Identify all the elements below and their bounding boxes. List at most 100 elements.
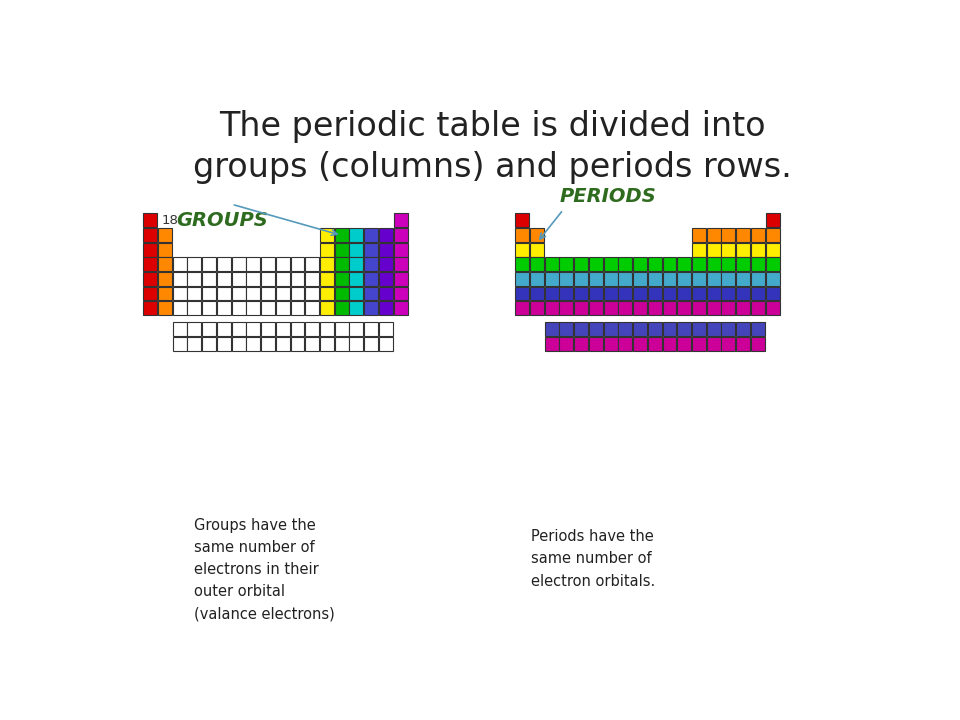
Bar (261, 322, 275, 336)
Bar (291, 337, 304, 351)
Bar (692, 287, 706, 300)
Bar (721, 287, 735, 300)
Bar (516, 213, 529, 228)
Bar (692, 257, 706, 271)
Bar (261, 257, 275, 271)
Bar (721, 337, 735, 351)
Bar (320, 301, 334, 315)
Bar (394, 287, 408, 300)
Bar (736, 272, 750, 286)
Bar (247, 301, 260, 315)
Bar (349, 243, 363, 256)
Bar (305, 301, 319, 315)
Bar (231, 337, 246, 351)
Bar (143, 243, 157, 256)
Bar (364, 322, 378, 336)
Bar (707, 228, 721, 242)
Text: groups (columns) and periods rows.: groups (columns) and periods rows. (193, 150, 791, 184)
Bar (588, 257, 603, 271)
Bar (320, 322, 334, 336)
Bar (516, 272, 529, 286)
Bar (618, 301, 633, 315)
Bar (574, 301, 588, 315)
Bar (349, 287, 363, 300)
Bar (604, 301, 617, 315)
Bar (604, 287, 617, 300)
Bar (364, 337, 378, 351)
Bar (736, 228, 750, 242)
Bar (291, 257, 304, 271)
Bar (544, 257, 559, 271)
Bar (530, 228, 544, 242)
Bar (618, 272, 633, 286)
Bar (379, 287, 393, 300)
Bar (604, 322, 617, 336)
Bar (247, 322, 260, 336)
Bar (662, 257, 677, 271)
Bar (633, 322, 647, 336)
Bar (604, 257, 617, 271)
Text: 18: 18 (162, 215, 179, 228)
Bar (633, 337, 647, 351)
Bar (721, 322, 735, 336)
Bar (574, 257, 588, 271)
Bar (231, 287, 246, 300)
Bar (187, 337, 202, 351)
Bar (692, 272, 706, 286)
Bar (516, 228, 529, 242)
Bar (618, 337, 633, 351)
Bar (633, 287, 647, 300)
Text: PERIODS: PERIODS (560, 186, 657, 206)
Bar (349, 337, 363, 351)
Bar (721, 272, 735, 286)
Bar (379, 272, 393, 286)
Bar (379, 257, 393, 271)
Bar (203, 287, 216, 300)
Bar (677, 337, 691, 351)
Bar (751, 228, 765, 242)
Bar (203, 257, 216, 271)
Bar (530, 287, 544, 300)
Bar (707, 322, 721, 336)
Bar (143, 228, 157, 242)
Bar (677, 287, 691, 300)
Bar (736, 243, 750, 256)
Bar (618, 257, 633, 271)
Bar (721, 301, 735, 315)
Bar (394, 301, 408, 315)
Bar (187, 322, 202, 336)
Bar (379, 228, 393, 242)
Bar (751, 301, 765, 315)
Bar (707, 257, 721, 271)
Bar (173, 301, 186, 315)
Bar (158, 272, 172, 286)
Bar (633, 257, 647, 271)
Bar (379, 301, 393, 315)
Bar (707, 272, 721, 286)
Bar (662, 287, 677, 300)
Bar (158, 301, 172, 315)
Bar (765, 272, 780, 286)
Bar (648, 272, 661, 286)
Bar (320, 272, 334, 286)
Bar (751, 337, 765, 351)
Bar (736, 322, 750, 336)
Bar (618, 287, 633, 300)
Bar (349, 301, 363, 315)
Bar (291, 322, 304, 336)
Text: Periods have the
same number of
electron orbitals.: Periods have the same number of electron… (531, 529, 655, 588)
Bar (291, 301, 304, 315)
Bar (751, 257, 765, 271)
Bar (158, 228, 172, 242)
Bar (276, 272, 290, 286)
Bar (560, 322, 573, 336)
Text: Groups have the
same number of
electrons in their
outer orbital
(valance electro: Groups have the same number of electrons… (194, 518, 334, 621)
Bar (707, 301, 721, 315)
Bar (247, 287, 260, 300)
Bar (305, 287, 319, 300)
Bar (751, 322, 765, 336)
Bar (736, 287, 750, 300)
Bar (231, 322, 246, 336)
Bar (765, 243, 780, 256)
Bar (692, 228, 706, 242)
